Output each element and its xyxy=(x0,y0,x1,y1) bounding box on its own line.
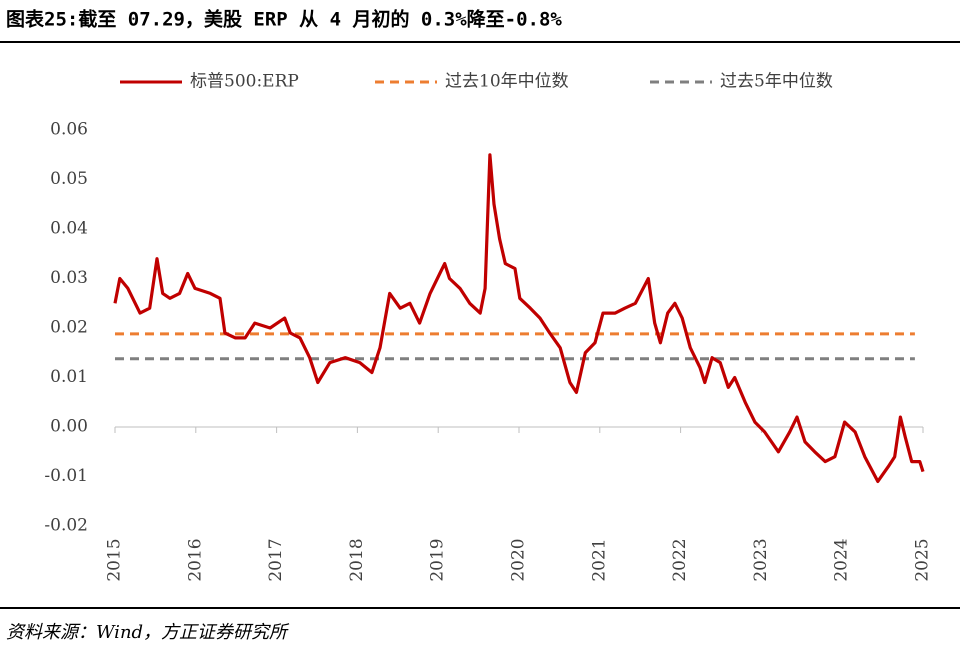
y-tick-label: 0.00 xyxy=(50,417,88,437)
x-tick-label: 2018 xyxy=(347,538,367,581)
y-tick-label: -0.02 xyxy=(44,516,88,536)
title: 图表25:截至 07.29，美股 ERP 从 4 月初的 0.3%降至-0.8% xyxy=(6,8,562,31)
x-tick-label: 2016 xyxy=(185,538,205,581)
legend-label: 标普500:ERP xyxy=(190,72,299,92)
y-tick-label: 0.05 xyxy=(50,169,88,189)
y-tick-label: 0.03 xyxy=(50,268,88,288)
x-tick-label: 2024 xyxy=(832,538,852,581)
y-tick-label: 0.06 xyxy=(50,120,88,140)
x-tick-label: 2023 xyxy=(751,538,771,581)
series-line xyxy=(113,153,925,483)
y-tick-label: -0.01 xyxy=(44,466,88,486)
legend-label: 过去10年中位数 xyxy=(445,72,569,92)
y-tick-label: 0.04 xyxy=(50,219,88,239)
legend-label: 过去5年中位数 xyxy=(720,72,833,92)
x-tick-label: 2019 xyxy=(428,538,448,581)
x-tick-label: 2015 xyxy=(105,538,125,581)
y-tick-label: 0.02 xyxy=(50,318,88,338)
x-tick-label: 2025 xyxy=(913,538,933,581)
x-tick-label: 2022 xyxy=(670,538,690,581)
source: 资料来源：Wind，方正证券研究所 xyxy=(6,622,290,643)
x-tick-label: 2020 xyxy=(509,538,529,581)
y-tick-label: 0.01 xyxy=(50,367,88,387)
x-tick-label: 2017 xyxy=(266,538,286,581)
x-tick-label: 2021 xyxy=(589,538,609,581)
